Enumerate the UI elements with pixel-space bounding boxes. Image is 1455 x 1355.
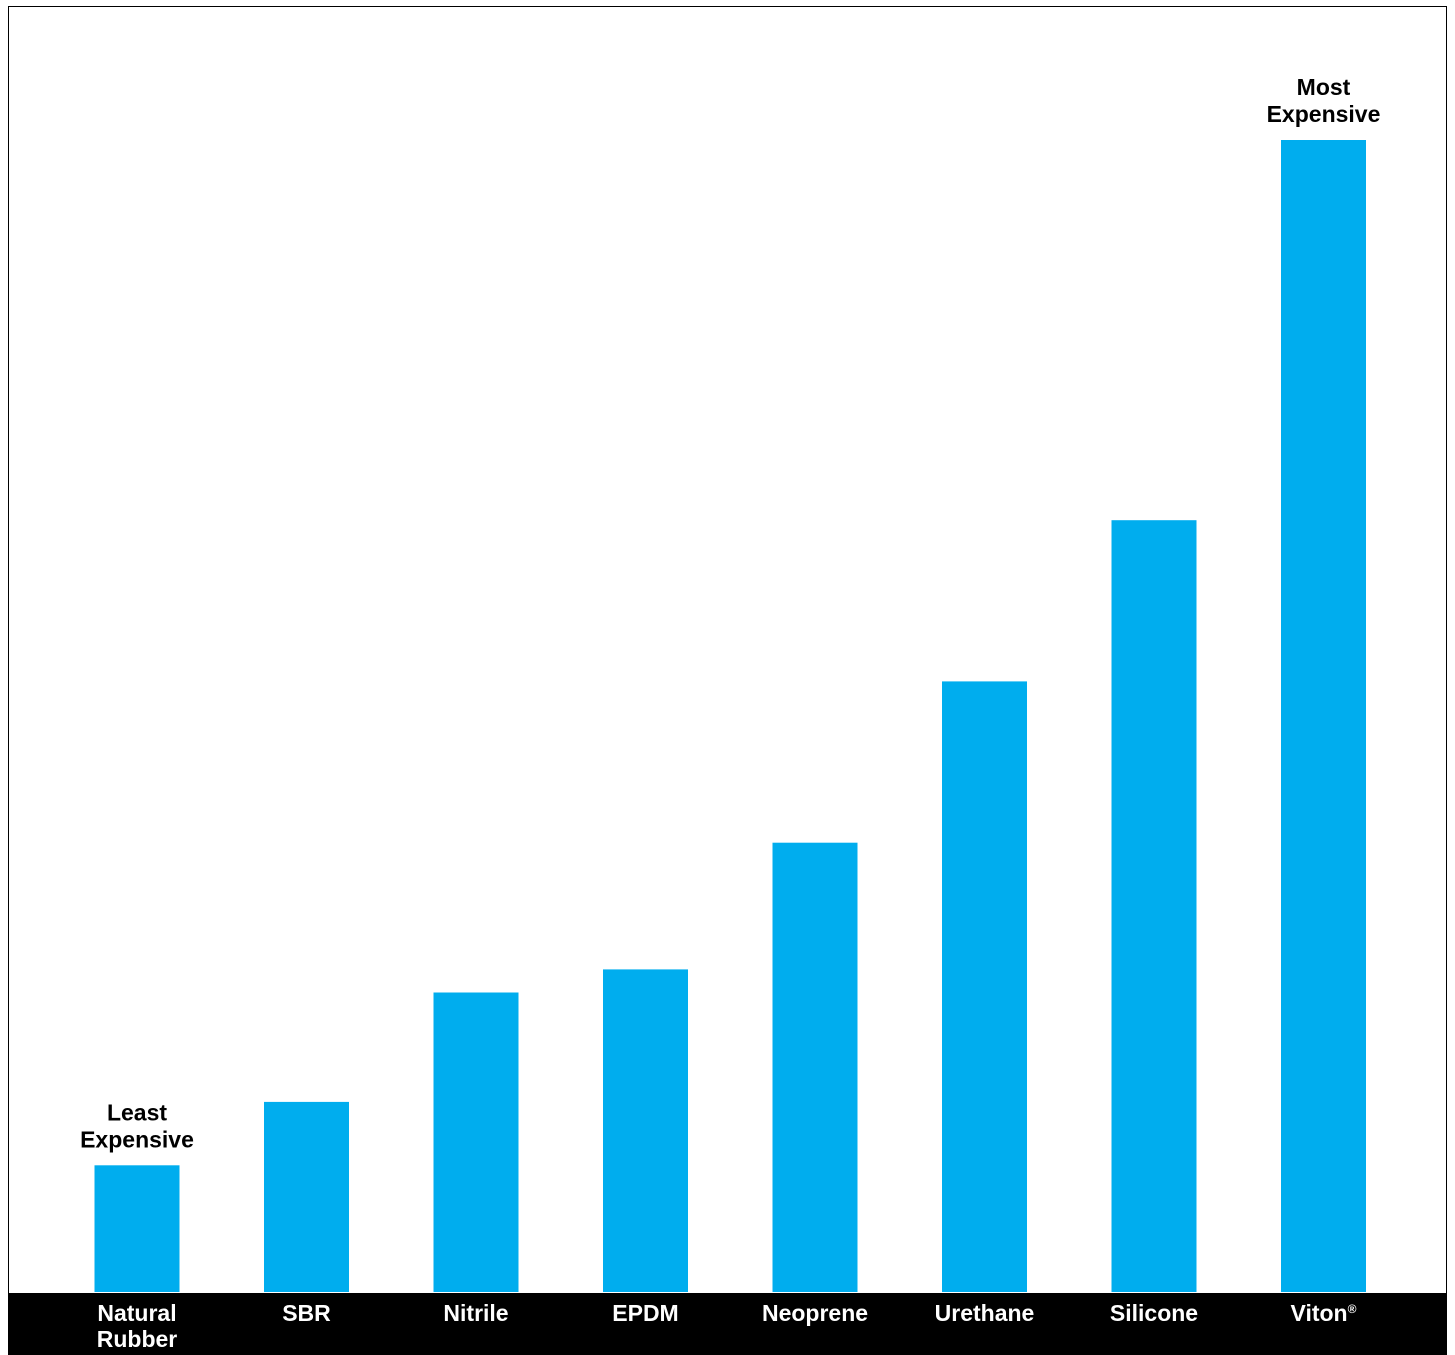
bar-1 [264,1101,349,1292]
category-label-1: SBR [282,1300,331,1326]
category-axis-band [8,1293,1447,1355]
category-label-2: Nitrile [443,1300,508,1326]
bar-0 [94,1165,180,1292]
category-label-0: Natural Rubber [97,1300,178,1352]
annotations-group: Least Expensive Most Expensive [80,74,1380,1152]
chart-frame [8,6,1447,1355]
bar-5 [942,681,1027,1292]
annotation-label-0: Least Expensive [80,1099,194,1152]
category-label-3: EPDM [612,1300,678,1326]
bar-6 [1111,520,1197,1292]
category-label-4: Neoprene [762,1300,868,1326]
bar-7 [1281,140,1366,1292]
category-label-7: Viton® [1291,1300,1357,1326]
category-labels-group: Natural Rubber SBR Nitrile EPDM Neoprene Ureth… [97,1300,1357,1352]
bar-4 [772,842,858,1292]
bar-3 [603,969,688,1292]
category-label-6: Silicone [1110,1300,1198,1326]
category-label-5: Urethane [935,1300,1035,1326]
bar-2 [433,992,519,1292]
bars-group [94,140,1366,1292]
annotation-label-1: Most Expensive [1267,74,1381,127]
